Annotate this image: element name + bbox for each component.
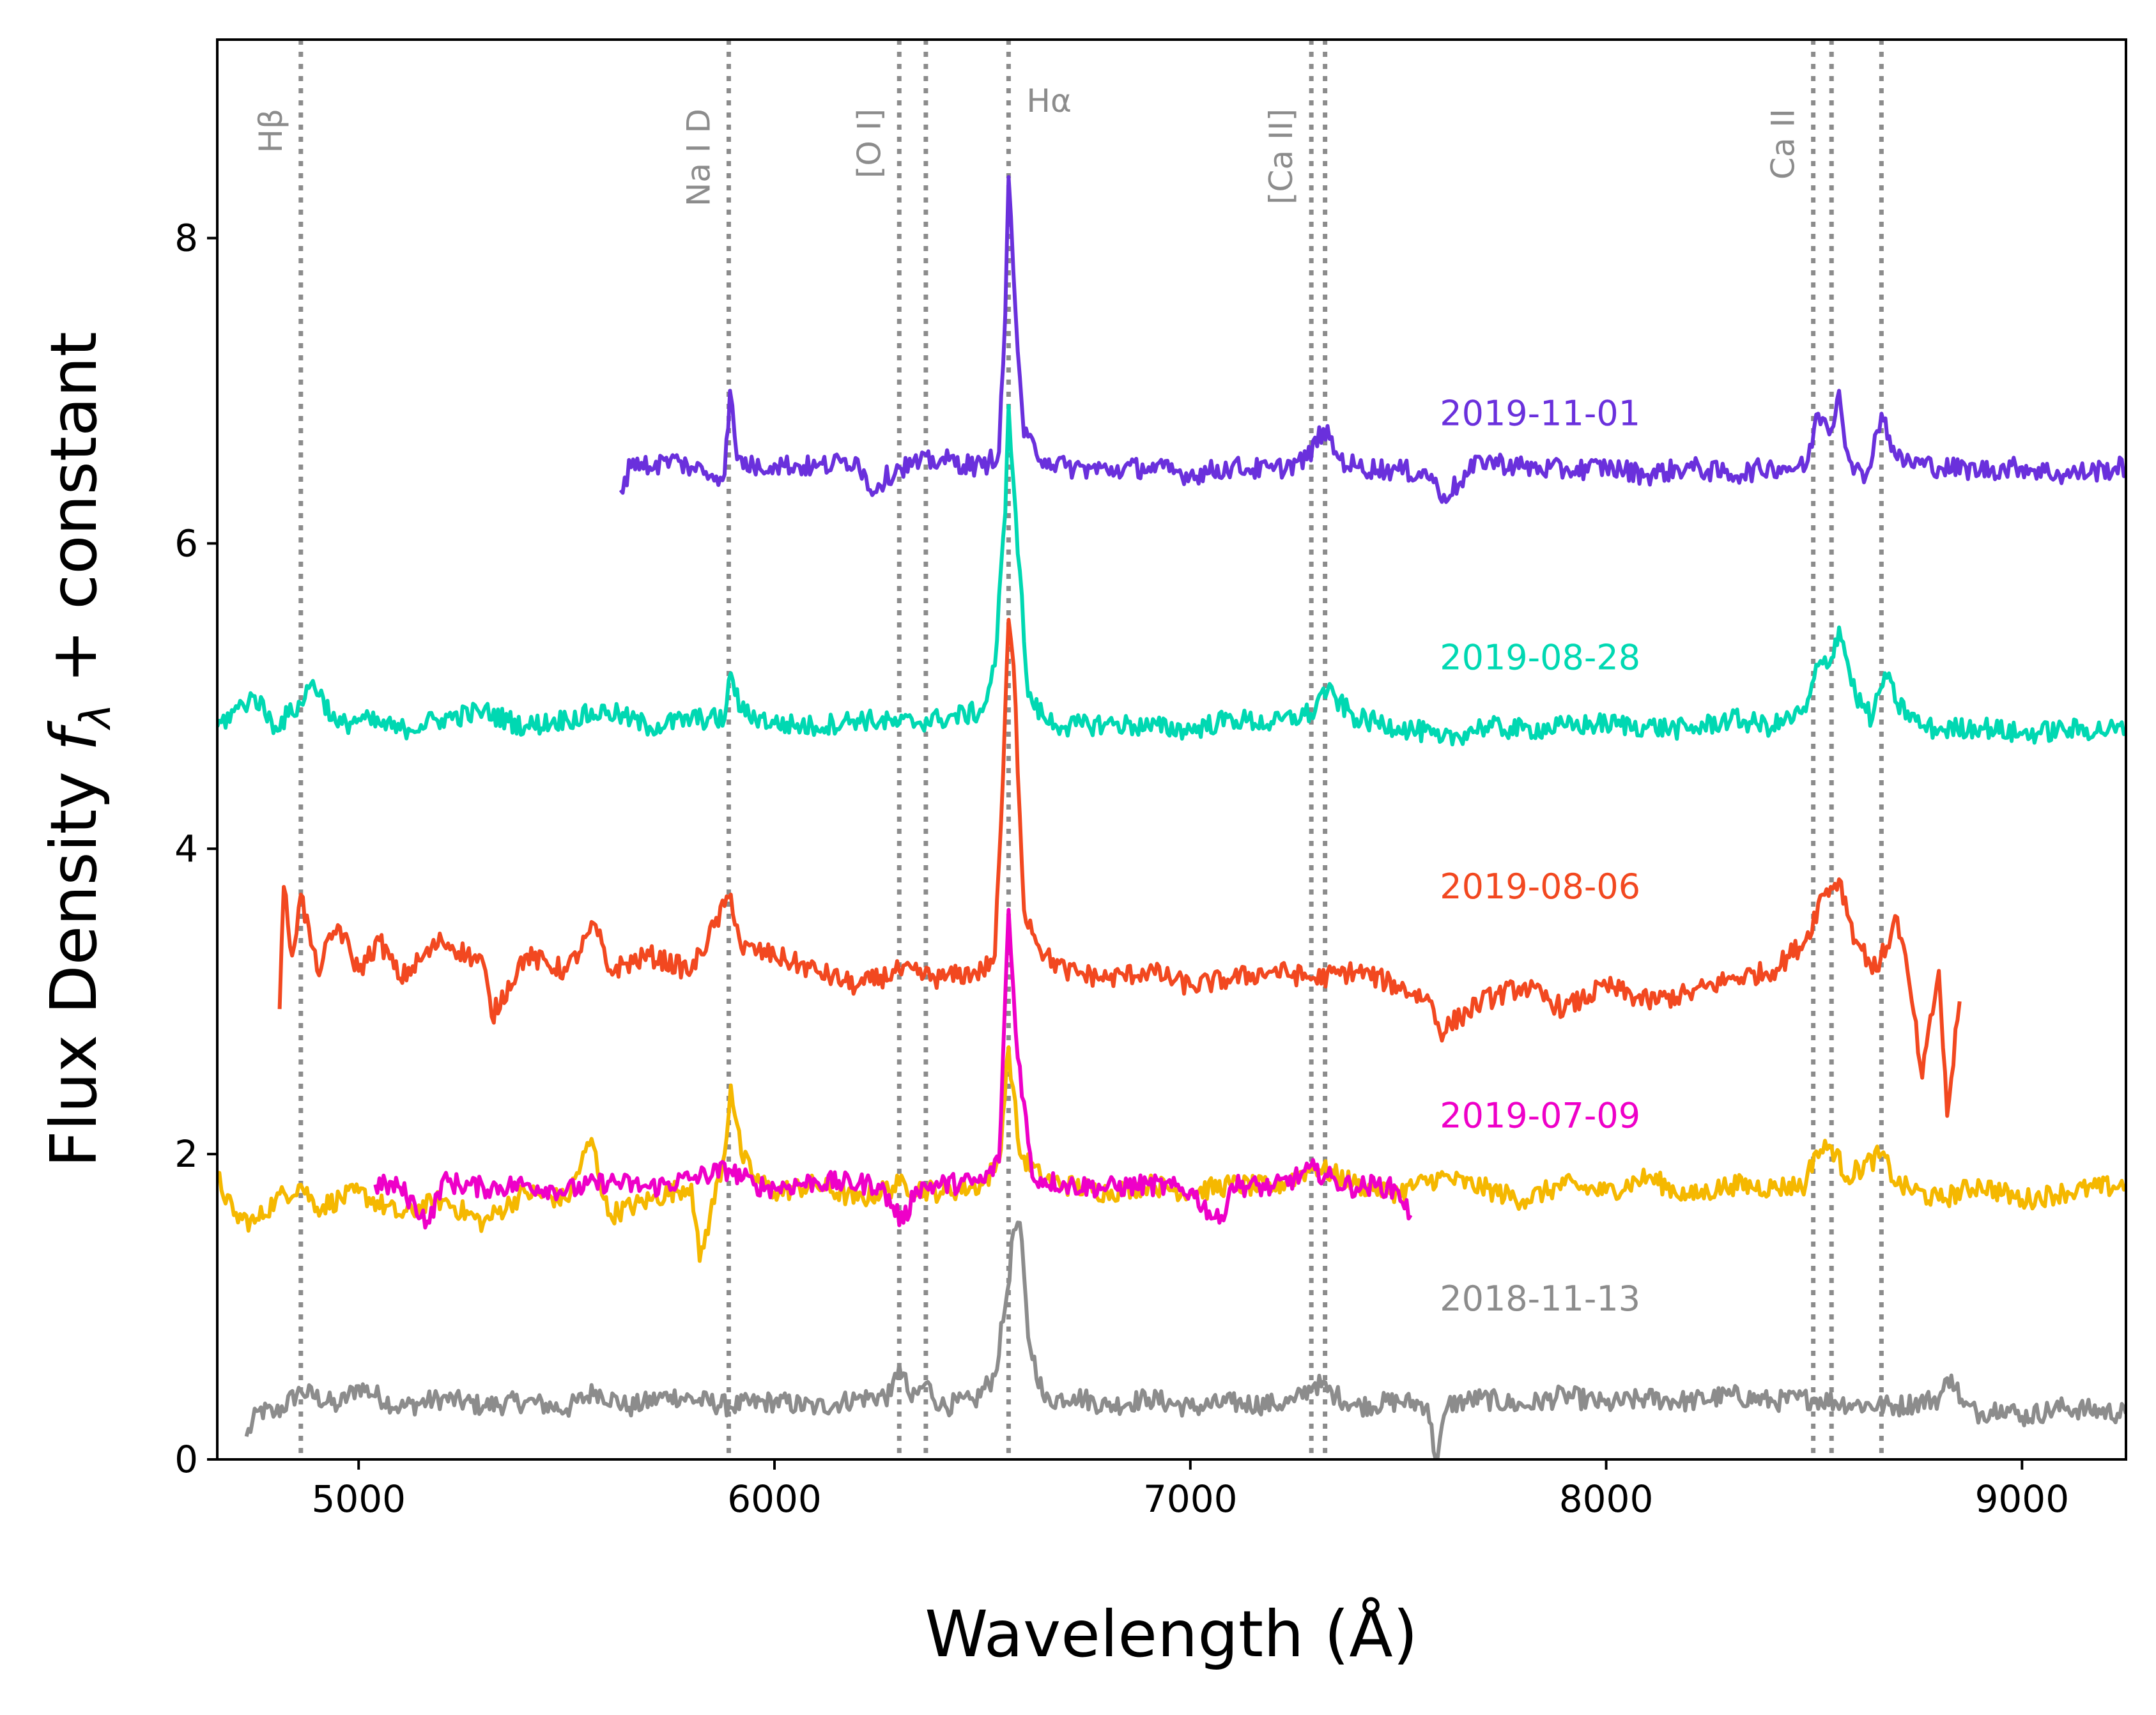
x-axis-ticks: 5000 6000 7000 8000 9000: [311, 1459, 2069, 1521]
reference-line-label: Hα: [1026, 82, 1072, 119]
series-label: 2019-07-09: [1440, 1095, 1640, 1135]
reference-line-label: [Ca II]: [1263, 109, 1300, 204]
series-lines: [217, 175, 2126, 1459]
plot-frame: [216, 38, 2127, 1461]
y-axis-label-sub: λ: [71, 704, 120, 730]
series-label: 2019-08-06: [1440, 866, 1640, 907]
y-axis-label: Flux Density fλ + constant: [36, 332, 120, 1167]
y-axis-label-suffix: + constant: [36, 332, 111, 704]
series-labels: 2018-11-13 2019-07-09 2019-08-06 2019-08-28…: [1440, 393, 1640, 1319]
series-label: 2018-11-13: [1440, 1279, 1640, 1319]
reference-line-labels: Hβ Na I D [O I] Hα [Ca II] Ca II: [252, 82, 1802, 206]
spectrum-line: [217, 404, 2126, 747]
y-tick-label: 8: [174, 217, 198, 260]
reference-line-label: [O I]: [851, 109, 888, 178]
x-axis-label: Wavelength (Å): [925, 1596, 1417, 1672]
x-tick-label: 5000: [311, 1477, 406, 1521]
x-tick-label: 8000: [1559, 1477, 1654, 1521]
spectrum-line: [619, 175, 2126, 504]
y-tick-label: 4: [174, 827, 198, 870]
y-tick-label: 6: [174, 521, 198, 565]
reference-line-label: Hβ: [252, 109, 289, 153]
x-tick-label: 6000: [727, 1477, 822, 1521]
x-tick-label: 9000: [1975, 1477, 2070, 1521]
y-tick-label: 2: [174, 1132, 198, 1176]
spectrum-line: [373, 907, 1413, 1230]
y-tick-label: 0: [174, 1438, 198, 1481]
x-tick-label: 7000: [1143, 1477, 1238, 1521]
y-axis-label-prefix: Flux Density: [36, 751, 111, 1167]
spectrum-line: [277, 617, 1962, 1118]
reference-line-label: Na I D: [680, 109, 717, 206]
spectrum-line: [244, 1220, 2126, 1459]
y-axis-ticks: 0 2 4 6 8: [174, 217, 217, 1481]
series-label: 2019-11-01: [1440, 393, 1640, 433]
reference-line-label: Ca II: [1765, 109, 1802, 180]
series-label: 2019-08-28: [1440, 638, 1640, 678]
